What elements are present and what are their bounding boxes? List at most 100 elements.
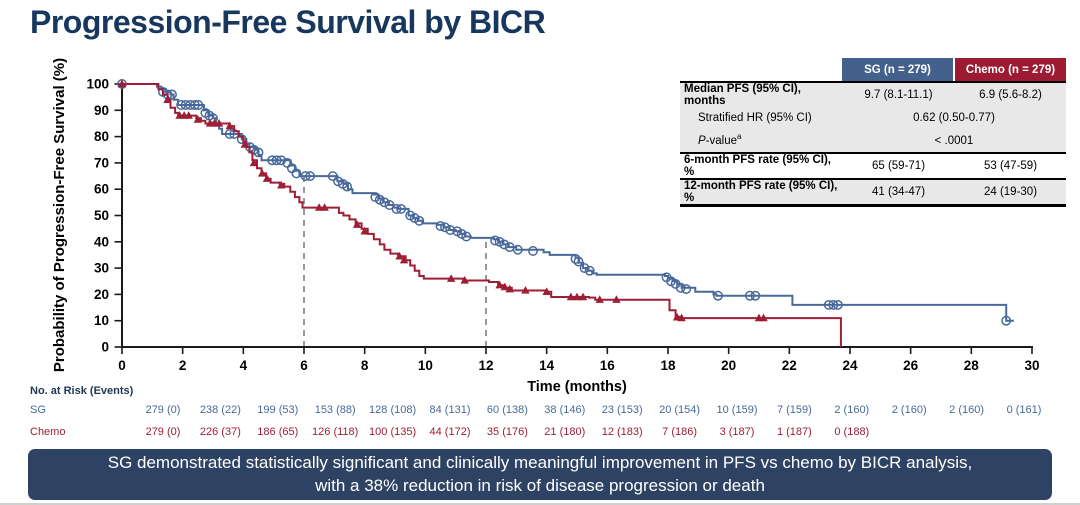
chemo-censor-mark [277, 180, 286, 189]
y-tick-label: 50 [94, 208, 109, 223]
risk-table: No. at Risk (Events) SG 279 (0) 238 (22) 19… [30, 385, 1041, 438]
chemo-censor-mark [495, 280, 504, 289]
y-axis-title: Probability of Progression-Free Survival… [51, 58, 68, 372]
summary-banner: SG demonstrated statistically significan… [28, 449, 1052, 500]
risk-value: 44 (172) [429, 426, 471, 438]
stats-row-median-pfs: Median PFS (95% CI), months 9.7 (8.1-11.… [680, 83, 1066, 107]
stats-row-6-month-pfs: 6-month PFS rate (95% CI), % 65 (59-71) … [680, 152, 1066, 178]
sg-censor-mark [305, 171, 316, 182]
x-tick-label: 20 [721, 358, 736, 373]
sg-censor-mark [253, 147, 264, 158]
sg-censor-mark [528, 246, 538, 256]
sg-censor-mark [396, 203, 407, 214]
y-tick-label: 100 [86, 77, 109, 92]
risk-row-label-chemo: Chemo [30, 426, 66, 438]
banner-line-1: SG demonstrated statistically significan… [107, 453, 973, 473]
chemo-censor-mark [360, 226, 369, 235]
y-tick-label: 30 [94, 261, 109, 276]
stats-row-label: 6-month PFS rate (95% CI), % [684, 154, 831, 179]
chemo-censor-mark [595, 295, 604, 303]
sg-censor-mark [435, 221, 446, 231]
bottom-rule [0, 503, 1080, 505]
stats-row-label: P-valuea [680, 133, 842, 147]
stats-value-chemo: 24 (19-30) [983, 186, 1038, 199]
risk-value: 186 (65) [257, 426, 299, 438]
chemo-censor-mark [193, 115, 203, 123]
chemo-censor-mark [505, 284, 514, 293]
sg-censor-mark [445, 225, 456, 235]
sg-censor-mark [271, 155, 282, 166]
sg-censor-mark [499, 239, 510, 250]
x-tick-label: 12 [478, 358, 493, 373]
risk-value: 23 (153) [601, 404, 643, 416]
stats-value-merged: 0.62 (0.50-0.77) [913, 112, 995, 125]
p-value-rest: -value [705, 134, 737, 147]
risk-value: 279 (0) [145, 426, 181, 438]
sg-censor-mark [832, 299, 843, 310]
sg-censor-mark [276, 155, 287, 166]
chemo-censor-mark [572, 292, 582, 301]
sg-censor-mark [291, 168, 302, 179]
stats-row-p-value: P-valuea < .0001 [680, 129, 1066, 153]
sg-censor-mark [300, 171, 311, 182]
risk-value: 2 (160) [949, 404, 985, 416]
sg-censor-mark [333, 176, 343, 187]
risk-value: 279 (0) [145, 404, 181, 416]
y-tick-label: 10 [94, 313, 109, 328]
x-tick-label: 0 [118, 358, 126, 373]
y-tick-label: 90 [94, 103, 109, 118]
chemo-censor-mark [677, 313, 686, 322]
x-tick-label: 28 [964, 358, 980, 373]
stats-value-chemo: 6.9 (5.6-8.2) [979, 89, 1042, 101]
chemo-censor-mark [163, 95, 172, 103]
chemo-censor-mark [314, 203, 324, 211]
stats-table-header: SG (n = 279) Chemo (n = 279) [680, 58, 1066, 81]
stats-value-sg: 41 (34-47) [871, 186, 926, 199]
risk-value: 20 (154) [659, 404, 701, 416]
y-tick-label: 60 [94, 182, 109, 197]
risk-value: 128 (108) [369, 404, 417, 416]
risk-value: 226 (37) [199, 426, 241, 438]
x-axis-title: Time (months) [527, 379, 627, 395]
risk-value: 60 (138) [486, 404, 528, 416]
stats-header-sg: SG (n = 279) [842, 58, 953, 81]
sg-censor-mark [1001, 315, 1012, 326]
sg-censor-mark [584, 265, 595, 276]
x-tick-label: 10 [418, 358, 433, 373]
risk-value: 238 (22) [199, 404, 241, 416]
chemo-censor-mark [578, 292, 588, 301]
stats-header-chemo: Chemo (n = 279) [955, 58, 1066, 81]
risk-value: 199 (53) [257, 404, 299, 416]
stats-header-spacer [680, 58, 842, 81]
stats-value-sg: 9.7 (8.1-11.1) [864, 89, 933, 101]
stats-row-label: Median PFS (95% CI), months [684, 83, 801, 107]
y-tick-label: 20 [94, 287, 109, 302]
sg-censor-mark [391, 203, 402, 214]
sg-censor-mark [744, 290, 755, 301]
risk-value: 2 (160) [834, 404, 870, 416]
chemo-censor-mark [500, 282, 510, 291]
sg-censor-mark [490, 235, 501, 246]
chemo-censor-mark [395, 251, 404, 260]
sg-censor-mark [379, 197, 390, 208]
risk-value: 84 (131) [429, 404, 471, 416]
risk-value: 10 (159) [716, 404, 758, 416]
sg-censor-mark [512, 244, 523, 255]
sg-censor-mark [681, 284, 692, 295]
sg-censor-mark [573, 256, 584, 267]
sg-censor-mark [327, 171, 338, 182]
risk-value: 1 (187) [776, 426, 812, 438]
chemo-censor-mark [320, 203, 329, 211]
risk-value: 126 (118) [312, 426, 359, 438]
sg-censor-mark [579, 263, 590, 274]
chemo-censor-mark [249, 158, 259, 167]
risk-value: 100 (135) [369, 426, 417, 438]
x-tick-label: 2 [179, 358, 187, 373]
stats-table: SG (n = 279) Chemo (n = 279) Median PFS … [680, 58, 1066, 208]
chemo-censor-mark [542, 287, 551, 295]
banner-line-2: with a 38% reduction in risk of disease … [315, 475, 765, 495]
x-tick-label: 22 [782, 358, 797, 373]
chemo-censor-mark [225, 121, 234, 130]
